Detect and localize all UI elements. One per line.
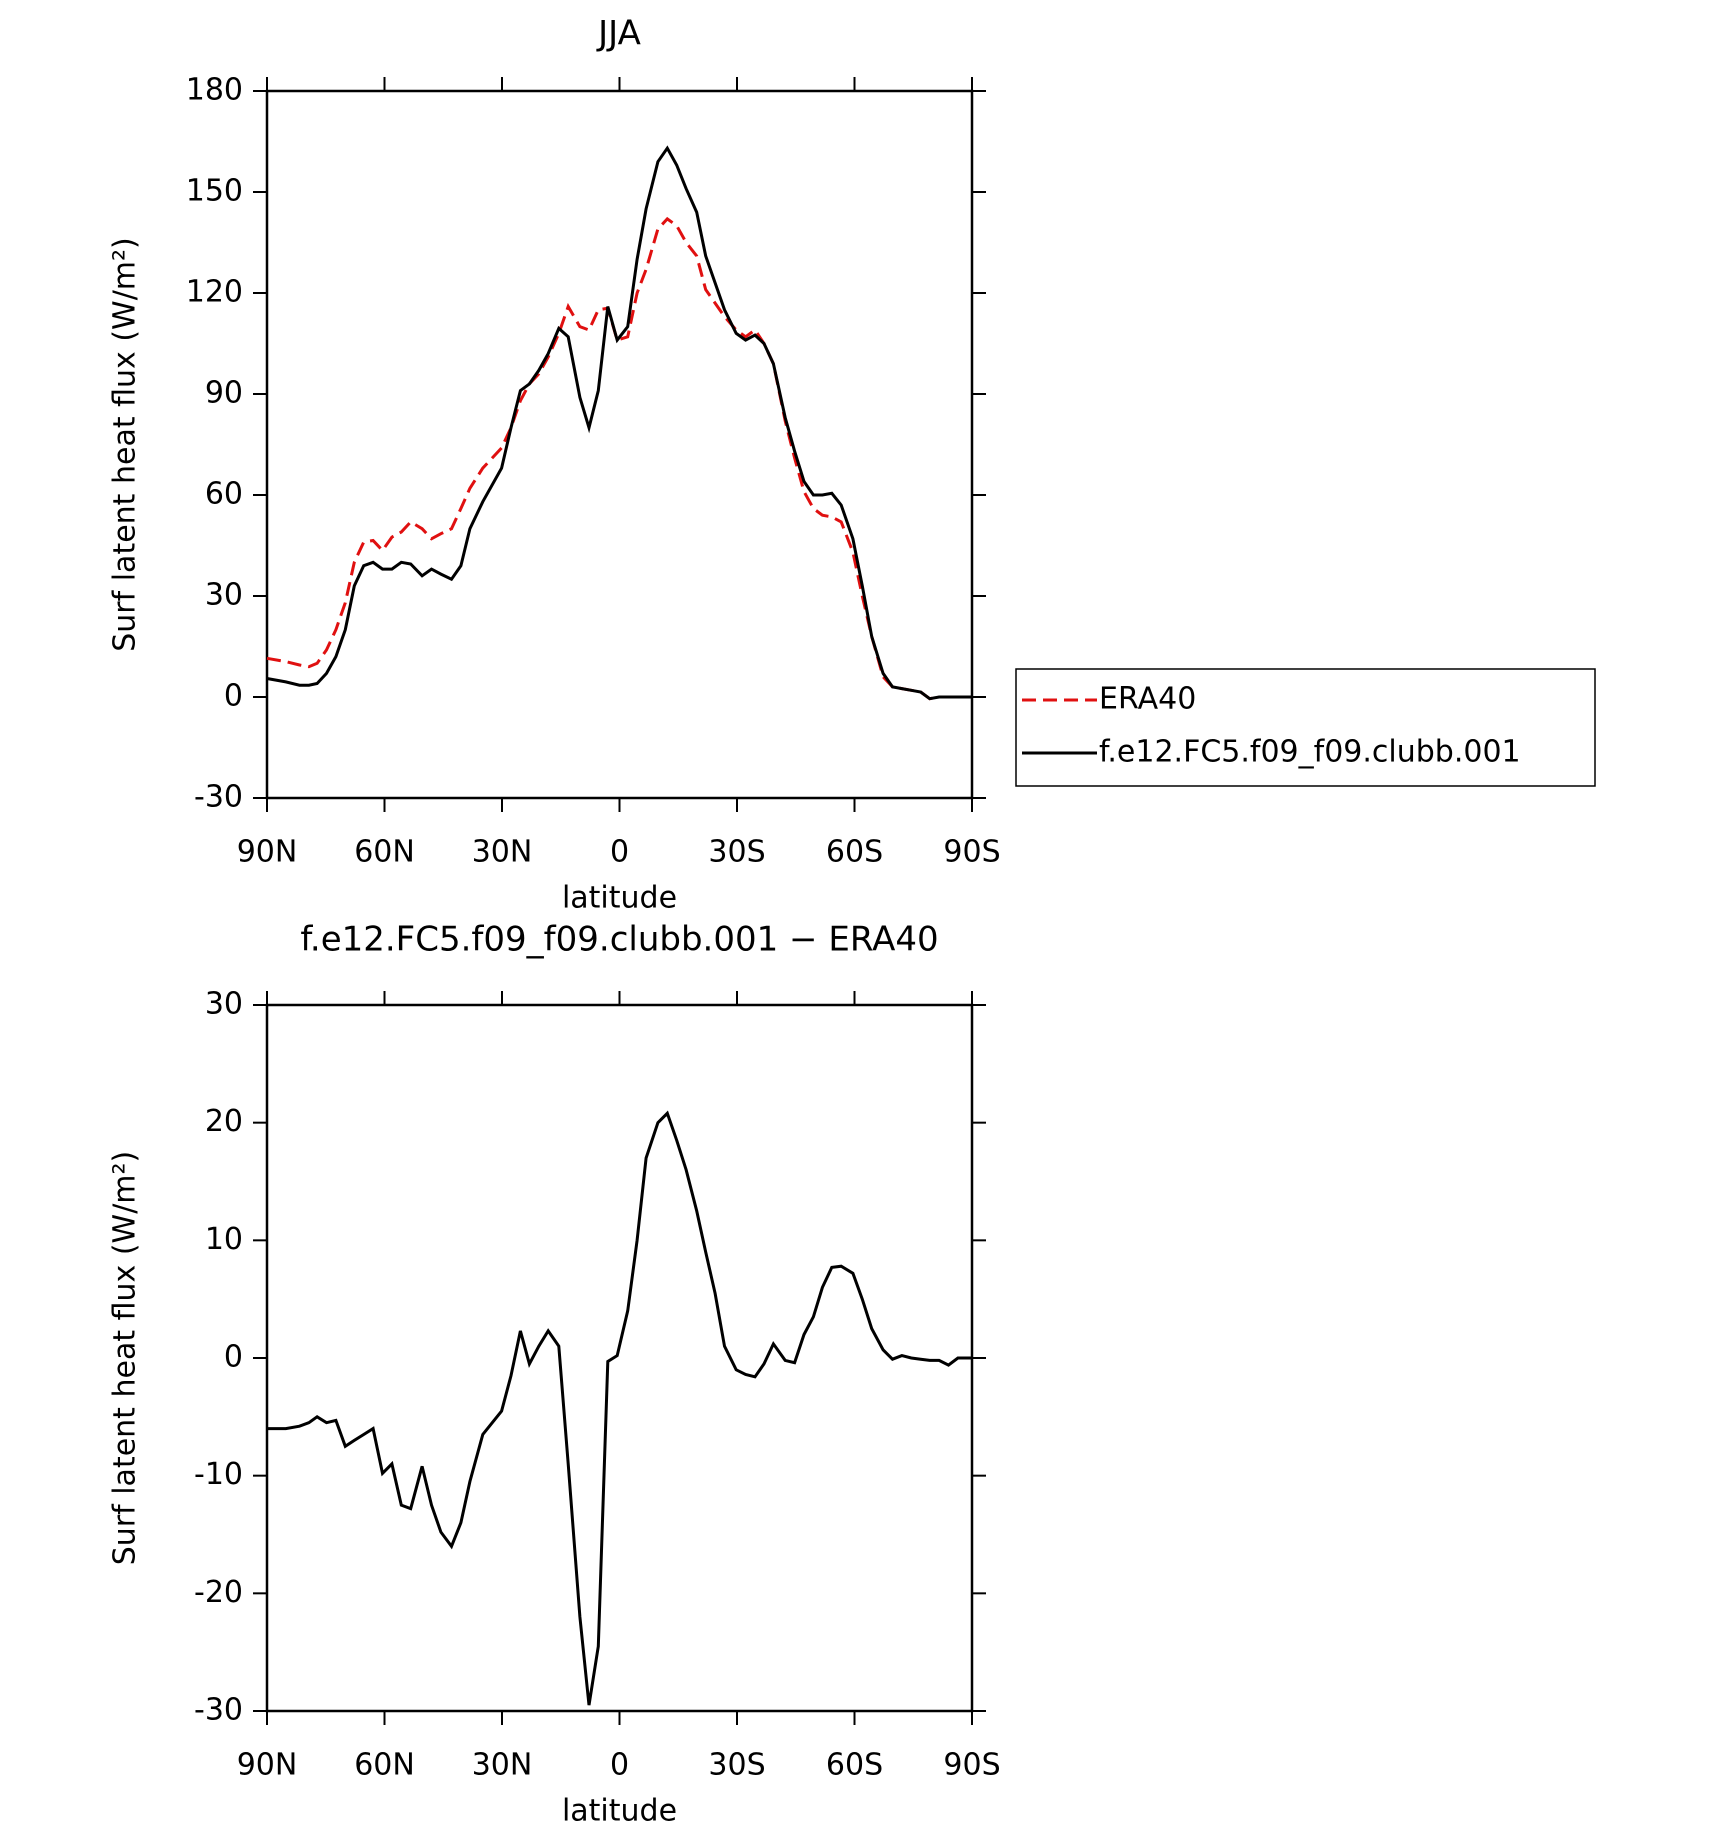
y-tick-label: -20: [194, 1575, 243, 1610]
y-tick-label: -10: [194, 1457, 243, 1492]
x-tick-label: 60S: [826, 1748, 883, 1783]
y-tick-label: -30: [194, 780, 243, 815]
chart-title: f.e12.FC5.f09_f09.clubb.001 − ERA40: [300, 920, 938, 960]
y-tick-label: 60: [205, 477, 243, 512]
x-axis-label: latitude: [562, 1794, 677, 1829]
y-tick-label: 150: [186, 174, 243, 209]
x-tick-label: 60N: [354, 835, 415, 870]
x-tick-label: 90N: [237, 835, 298, 870]
x-tick-label: 30S: [708, 835, 765, 870]
chart-title: JJA: [596, 14, 641, 54]
y-tick-label: 30: [205, 578, 243, 613]
data-line: [267, 1110, 972, 1706]
x-tick-label: 90N: [237, 1748, 298, 1783]
y-tick-label: 20: [205, 1104, 243, 1139]
x-tick-label: 90S: [943, 835, 1000, 870]
x-axis-label: latitude: [562, 881, 677, 916]
y-tick-label: 10: [205, 1222, 243, 1257]
y-axis-label: Surf latent heat flux (W/m²): [108, 237, 143, 652]
y-tick-label: 30: [205, 987, 243, 1022]
legend-label: f.e12.FC5.f09_f09.clubb.001: [1099, 735, 1521, 770]
y-tick-label: 90: [205, 376, 243, 411]
x-tick-label: 30N: [472, 1748, 533, 1783]
y-tick-label: 0: [224, 1340, 243, 1375]
x-tick-label: 60N: [354, 1748, 415, 1783]
y-axis-label: Surf latent heat flux (W/m²): [108, 1151, 143, 1566]
legend-box: [1015, 668, 1596, 787]
plot-frame: [265, 89, 974, 800]
y-tick-label: 0: [224, 679, 243, 714]
y-tick-label: 120: [186, 275, 243, 310]
y-tick-label: -30: [194, 1693, 243, 1728]
x-tick-label: 90S: [943, 1748, 1000, 1783]
x-tick-label: 0: [610, 1748, 629, 1783]
x-tick-label: 30S: [708, 1748, 765, 1783]
plot-frame: [265, 1003, 974, 1713]
data-line: [266, 216, 972, 701]
data-line: [266, 145, 972, 701]
x-tick-label: 30N: [472, 835, 533, 870]
x-tick-label: 60S: [826, 835, 883, 870]
y-tick-label: 180: [186, 73, 243, 108]
legend-label: ERA40: [1099, 682, 1196, 717]
x-tick-label: 0: [610, 835, 629, 870]
